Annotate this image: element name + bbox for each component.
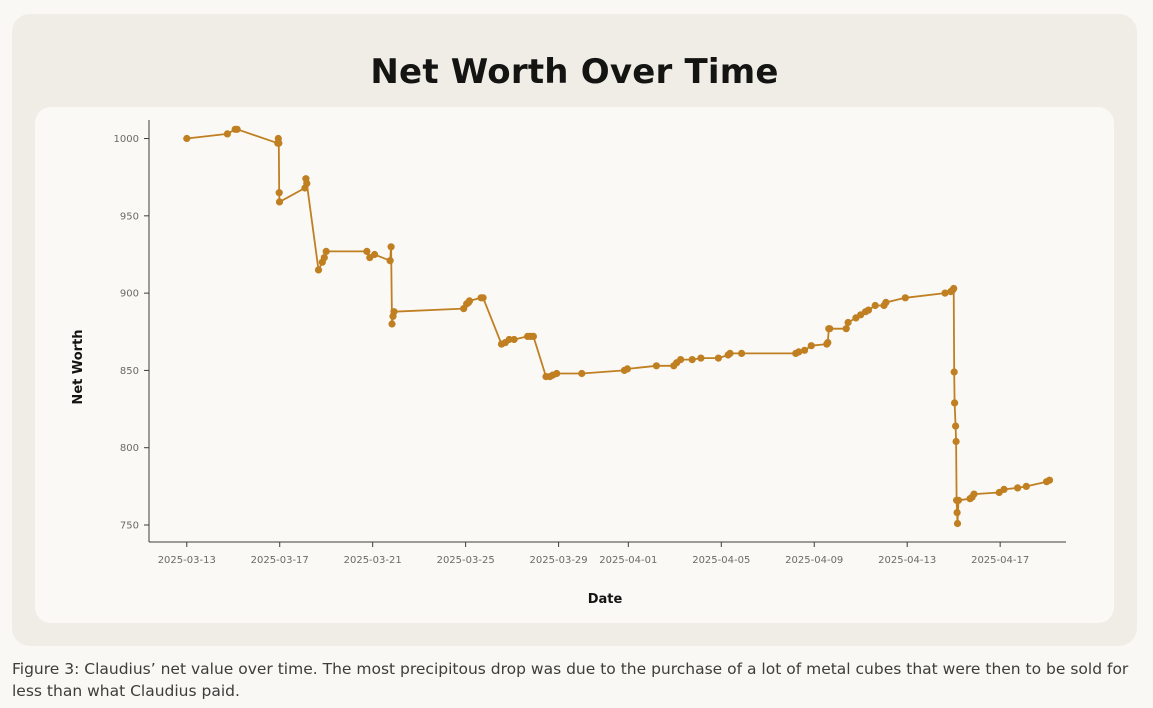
y-tick-label: 950 — [120, 211, 139, 222]
data-point — [275, 198, 284, 206]
data-point — [871, 301, 879, 310]
data-point — [688, 356, 696, 364]
data-point — [510, 335, 518, 344]
data-point — [183, 134, 191, 143]
data-point — [371, 250, 379, 259]
data-point — [1045, 476, 1054, 484]
data-point — [950, 284, 958, 293]
plot-panel: 750 800 850 900 950 1000 2025-03-13 2025-03-17 2… — [35, 107, 1114, 623]
data-point — [275, 189, 283, 197]
x-tick-label: 2025-04-13 — [878, 555, 936, 566]
x-tick-label: 2025-04-01 — [599, 555, 657, 566]
data-point — [826, 325, 834, 333]
net-worth-line — [186, 128, 1050, 525]
data-point — [952, 437, 960, 446]
data-point — [388, 320, 396, 328]
x-tick-label: 2025-04-05 — [692, 555, 750, 566]
data-point — [578, 369, 586, 378]
y-tick-label: 900 — [120, 289, 139, 300]
data-point — [623, 365, 632, 373]
x-tick-label: 2025-03-17 — [251, 555, 309, 566]
data-point — [363, 247, 371, 255]
data-point — [952, 422, 960, 430]
data-point — [1014, 484, 1022, 492]
axes: 750 800 850 900 950 1000 2025-03-13 2025-03-17 2… — [114, 120, 1066, 566]
data-point — [950, 368, 958, 376]
data-point — [864, 306, 873, 314]
net-worth-line-chart: 750 800 850 900 950 1000 2025-03-13 2025-03-17 2… — [71, 120, 1066, 607]
data-point — [322, 247, 330, 255]
data-point — [553, 369, 561, 378]
data-point — [479, 294, 487, 302]
x-tick-label: 2025-03-25 — [437, 555, 495, 566]
data-point — [726, 349, 734, 357]
data-point — [970, 490, 978, 498]
chart-card: Net Worth Over Time 750 800 850 900 950 1000 2… — [12, 14, 1137, 646]
figure-caption: Figure 3: Claudius’ net value over time.… — [12, 660, 1129, 700]
data-point — [842, 325, 850, 333]
data-point — [954, 496, 963, 504]
data-point — [714, 354, 723, 362]
y-tick-label: 800 — [120, 443, 139, 454]
y-tick-label: 750 — [120, 520, 139, 531]
x-tick-label: 2025-04-17 — [971, 555, 1029, 566]
data-point — [824, 339, 832, 347]
x-tick-label: 2025-03-29 — [530, 555, 588, 566]
data-point — [386, 257, 394, 265]
y-tick-label: 850 — [120, 366, 139, 377]
data-point — [953, 519, 962, 528]
x-tick-label: 2025-03-13 — [158, 555, 216, 566]
data-point — [953, 509, 961, 517]
data-point — [795, 348, 803, 356]
data-point — [738, 349, 746, 357]
data-point — [529, 332, 537, 340]
chart-title: Net Worth Over Time — [370, 52, 779, 92]
series-layer — [183, 125, 1054, 528]
data-point — [314, 266, 323, 274]
x-tick-label: 2025-03-21 — [344, 555, 402, 566]
data-point — [882, 298, 890, 306]
data-point — [320, 254, 328, 262]
y-tick-label: 1000 — [114, 134, 139, 145]
data-point — [677, 356, 685, 364]
data-point — [1000, 485, 1008, 493]
data-point — [801, 346, 809, 354]
data-point — [465, 297, 474, 305]
y-axis-title: Net Worth — [71, 329, 86, 404]
data-point — [901, 294, 909, 302]
x-axis-title: Date — [588, 592, 623, 607]
data-point — [844, 318, 852, 327]
data-point — [1022, 482, 1030, 490]
data-point — [223, 130, 231, 138]
data-point — [233, 125, 241, 133]
data-point — [275, 139, 283, 147]
x-tick-label: 2025-04-09 — [785, 555, 843, 566]
data-point — [303, 179, 311, 187]
data-point — [652, 362, 661, 370]
data-point — [807, 342, 815, 350]
data-point — [387, 243, 395, 251]
data-point — [941, 289, 949, 297]
data-point — [951, 399, 959, 407]
data-point — [390, 308, 398, 316]
data-point — [697, 354, 705, 362]
